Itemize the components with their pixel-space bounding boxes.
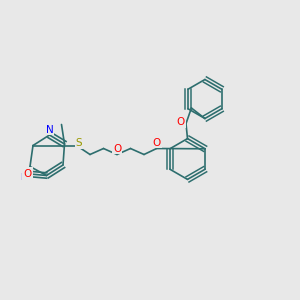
Text: O: O bbox=[152, 137, 161, 148]
Text: N: N bbox=[25, 168, 32, 178]
Text: N: N bbox=[46, 124, 53, 135]
Text: O: O bbox=[113, 143, 121, 154]
Text: H: H bbox=[20, 173, 27, 182]
Text: S: S bbox=[76, 138, 82, 148]
Text: O: O bbox=[23, 169, 31, 179]
Text: O: O bbox=[176, 117, 185, 127]
